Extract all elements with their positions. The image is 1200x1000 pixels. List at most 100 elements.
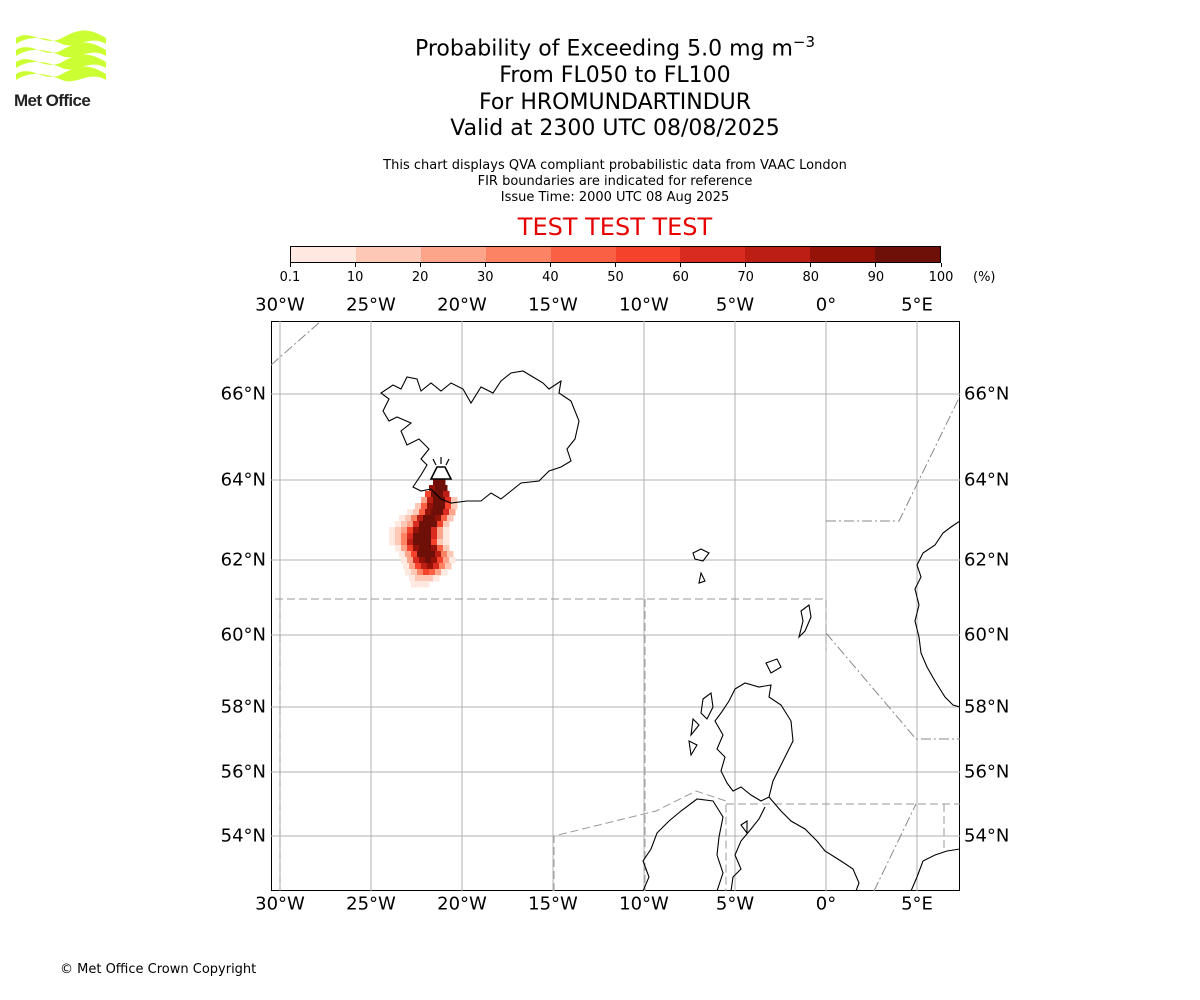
ash-cell	[407, 533, 414, 540]
ash-cell	[413, 539, 420, 546]
lat-label-left: 54°N	[220, 825, 266, 847]
lon-label-top: 5°E	[901, 294, 933, 316]
colorbar-tick-mark	[940, 263, 942, 267]
colorbar	[290, 246, 941, 263]
met-office-waves-icon	[16, 30, 106, 82]
map	[271, 321, 960, 891]
ash-cell	[433, 503, 440, 510]
lat-label-left: 66°N	[220, 383, 266, 405]
lat-label-right: 56°N	[964, 761, 1010, 783]
fir-note: FIR boundaries are indicated for referen…	[477, 174, 753, 189]
colorbar-tick-mark	[810, 263, 812, 267]
ash-cell	[413, 509, 420, 516]
ash-cell	[425, 557, 432, 564]
colorbar-tick-mark	[354, 263, 356, 267]
coast-norway	[914, 520, 960, 708]
ash-cell	[419, 521, 426, 528]
colorbar-tick-label: 80	[802, 270, 820, 285]
ash-cell	[405, 515, 412, 522]
fir-boundaries-dashdot	[271, 321, 960, 891]
lon-label-bottom: 15°W	[528, 893, 578, 915]
lat-label-right: 66°N	[964, 383, 1010, 405]
colorbar-segment	[420, 247, 486, 262]
ash-cell	[433, 563, 440, 570]
colorbar-tick-label: 30	[477, 270, 494, 285]
ash-cell	[415, 503, 422, 510]
ash-cell	[389, 527, 396, 534]
lon-label-top: 0°	[815, 294, 837, 316]
fir-boundary-north-sea	[825, 632, 960, 740]
ash-cell	[423, 569, 430, 576]
ash-cell	[439, 479, 446, 486]
volcano-name: For HROMUNDARTINDUR	[478, 90, 752, 115]
ash-plume	[389, 479, 458, 588]
ash-cell	[425, 539, 432, 546]
lon-label-bottom: 0°	[815, 893, 837, 915]
coast-orkney	[765, 658, 782, 674]
ash-cell	[423, 551, 430, 558]
ash-cell	[433, 575, 440, 582]
colorbar-tick-label: 40	[542, 270, 559, 285]
ash-cell	[449, 557, 456, 564]
ash-cell	[437, 521, 444, 528]
lon-label-bottom: 10°W	[619, 893, 669, 915]
ash-cell	[395, 545, 402, 552]
ash-cell	[419, 545, 426, 552]
ash-cell	[451, 497, 458, 504]
ash-cell	[441, 551, 448, 558]
ash-cell	[419, 509, 426, 516]
ash-cell	[425, 491, 432, 498]
lon-label-bottom: 25°W	[346, 893, 396, 915]
map-frame	[271, 321, 960, 891]
ash-cell	[401, 557, 408, 564]
ash-cell	[437, 533, 444, 540]
colorbar-tick-label: 90	[867, 270, 885, 285]
ash-cell	[415, 563, 422, 570]
ash-cell	[425, 533, 432, 540]
ash-cell	[409, 563, 416, 570]
lat-label-left: 64°N	[220, 469, 266, 491]
colorbar-segment	[550, 247, 616, 262]
ash-cell	[411, 569, 418, 576]
ash-cell	[427, 503, 434, 510]
ash-cell	[443, 557, 450, 564]
colorbar-segment	[355, 247, 421, 262]
ash-cell	[395, 533, 402, 540]
ash-cell	[419, 533, 426, 540]
lon-label-bottom: 20°W	[437, 893, 487, 915]
ash-cell	[437, 539, 444, 546]
lon-label-top: 10°W	[619, 294, 669, 316]
ash-cell	[431, 491, 438, 498]
ash-cell	[435, 515, 442, 522]
ash-cell	[401, 527, 408, 534]
ash-cell	[435, 485, 442, 492]
colorbar-segment	[615, 247, 681, 262]
coast-scotland	[714, 682, 794, 802]
ash-cell	[399, 551, 406, 558]
fir-boundary-norway	[826, 395, 960, 522]
ash-cell	[407, 557, 414, 564]
chart-title-exponent: −3	[792, 33, 816, 51]
ash-cell	[415, 575, 422, 582]
coast-isle-of-man	[740, 819, 748, 835]
ash-cell	[421, 497, 428, 504]
colorbar-tick-mark	[745, 263, 747, 267]
colorbar-segment	[745, 247, 811, 262]
ash-cell	[423, 581, 430, 588]
lat-label-left: 56°N	[220, 761, 266, 783]
ash-cell	[429, 551, 436, 558]
ash-cell	[437, 545, 444, 552]
ash-cell	[437, 557, 444, 564]
ash-cell	[395, 521, 402, 528]
ash-cell	[425, 545, 432, 552]
ash-cell	[427, 563, 434, 570]
ash-cell	[443, 521, 450, 528]
lat-label-left: 58°N	[220, 696, 266, 718]
ash-cell	[389, 539, 396, 546]
ash-cell	[443, 545, 450, 552]
ash-cell	[431, 545, 438, 552]
ash-cell	[437, 491, 444, 498]
ash-cell	[441, 569, 448, 576]
ash-cell	[405, 551, 412, 558]
fir-boundary-reykjavik	[271, 321, 322, 366]
